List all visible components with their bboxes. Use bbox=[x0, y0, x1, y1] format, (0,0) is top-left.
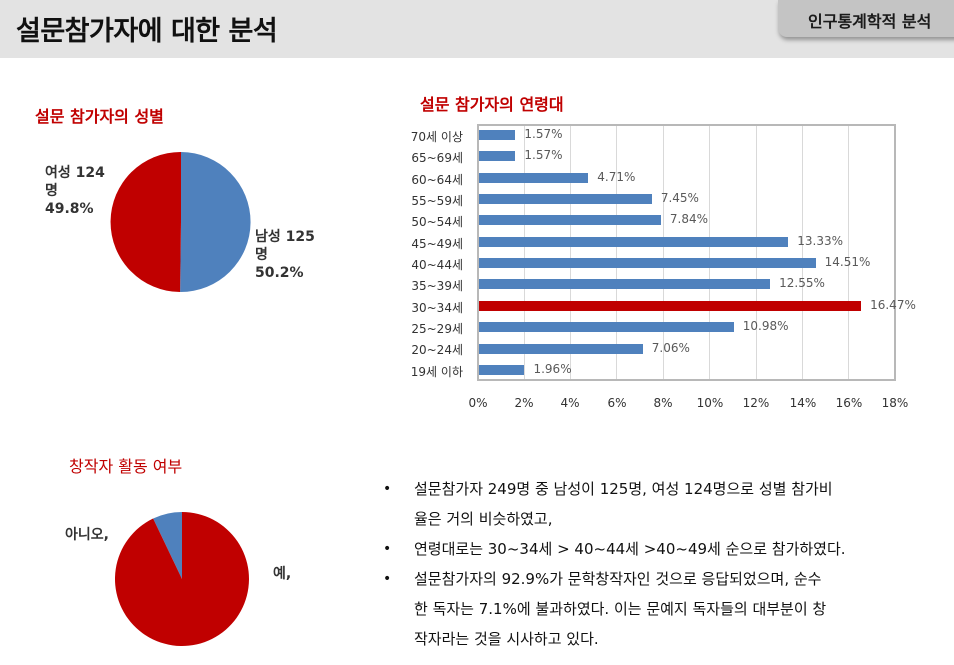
bar-40~44세 bbox=[479, 258, 816, 269]
bar-value-label: 1.57% bbox=[524, 127, 563, 141]
gridline bbox=[569, 126, 571, 379]
female-percent: 49.8% bbox=[45, 201, 94, 217]
bar-value-label: 1.96% bbox=[533, 361, 572, 376]
gridline bbox=[523, 126, 525, 379]
bullet-text: 작자라는 것을 시사하고 있다. bbox=[414, 630, 599, 648]
male-count: 남성 125 bbox=[255, 229, 315, 245]
bullet-text: 설문참가자 249명 중 남성이 125명, 여성 124명으로 성별 참가비 bbox=[414, 480, 833, 498]
bullet-text: 설문참가자의 92.9%가 문학창작자인 것으로 응답되었으며, 순수 bbox=[414, 570, 822, 588]
bullet-dot: • bbox=[383, 541, 392, 557]
bar-value-label: 12.55% bbox=[779, 276, 825, 291]
category-label: 45~49세 bbox=[411, 237, 463, 251]
category-label: 65~69세 bbox=[411, 151, 463, 165]
x-tick: 18% bbox=[881, 396, 909, 410]
pie-slice-female bbox=[110, 151, 181, 292]
section-tag-button[interactable]: 인구통계학적 분석 bbox=[778, 0, 954, 37]
bullet-item: • 연령대로는 30~34세 > 40~44세 >40~49세 순으로 참가하였… bbox=[383, 534, 943, 564]
bar-value-label: 7.06% bbox=[651, 340, 690, 355]
gridline bbox=[801, 126, 803, 379]
bar-value-label: 4.71% bbox=[597, 169, 636, 184]
bar-19세 이하 bbox=[479, 364, 525, 375]
bar-45~49세 bbox=[479, 236, 789, 247]
bar-value-label: 7.84% bbox=[669, 212, 708, 227]
bullet-item: • 설문참가자의 92.9%가 문학창작자인 것으로 응답되었으며, 순수 한 … bbox=[383, 564, 943, 654]
no-pie-label: 아니오, bbox=[65, 527, 109, 543]
x-tick: 14% bbox=[789, 396, 817, 410]
x-tick: 10% bbox=[696, 396, 724, 410]
bullet-text: 연령대로는 30~34세 > 40~44세 >40~49세 순으로 참가하였다. bbox=[414, 540, 846, 558]
creator-chart-title: 창작자 활동 여부 bbox=[69, 457, 183, 476]
category-label: 19세 이하 bbox=[410, 365, 463, 379]
male-unit: 명 bbox=[255, 247, 268, 263]
bullet-dot: • bbox=[383, 481, 392, 497]
age-category-axis: 70세 이상 65~69세 60~64세 55~59세 50~54세 45~49… bbox=[380, 124, 463, 381]
section-tag-label: 인구통계학적 분석 bbox=[808, 12, 932, 31]
x-tick: 12% bbox=[742, 396, 770, 410]
bar-value-label: 1.57% bbox=[524, 148, 563, 163]
pie-slice-male bbox=[180, 152, 251, 293]
bullet-dot: • bbox=[383, 571, 392, 587]
x-tick: 8% bbox=[653, 396, 673, 410]
age-bar-chart-plot bbox=[477, 124, 896, 381]
gender-pie-chart bbox=[110, 151, 251, 293]
age-chart-title: 설문 참가자의 연령대 bbox=[420, 95, 564, 114]
gridline bbox=[848, 126, 850, 379]
x-tick: 2% bbox=[514, 396, 534, 410]
pie-slice-yes bbox=[114, 512, 249, 646]
yes-pie-label: 예, bbox=[273, 566, 292, 582]
gridline bbox=[616, 126, 618, 379]
gridline bbox=[755, 126, 757, 379]
page-title: 설문참가자에 대한 분석 bbox=[16, 16, 278, 47]
bar-value-label: 7.45% bbox=[660, 191, 699, 206]
category-label: 35~39세 bbox=[411, 279, 463, 293]
bullet-text: 한 독자는 7.1%에 불과하였다. 이는 문예지 독자들의 대부분이 창 bbox=[414, 600, 827, 618]
category-label: 25~29세 bbox=[411, 322, 463, 336]
x-tick: 6% bbox=[607, 396, 627, 410]
gridline bbox=[662, 126, 664, 379]
category-label: 55~59세 bbox=[411, 194, 463, 208]
male-pie-label: 남성 125 명 50.2% bbox=[255, 228, 315, 282]
category-label: 30~34세 bbox=[411, 301, 463, 315]
bullet-item: • 설문참가자 249명 중 남성이 125명, 여성 124명으로 성별 참가… bbox=[383, 474, 943, 534]
bar-25~29세 bbox=[479, 322, 734, 333]
category-label: 70세 이상 bbox=[410, 130, 463, 144]
female-unit: 명 bbox=[45, 183, 58, 199]
bar-30~34세 bbox=[479, 300, 862, 311]
bar-65~69세 bbox=[479, 151, 516, 162]
bullet-text: 율은 거의 비슷하였고, bbox=[414, 510, 553, 528]
category-label: 60~64세 bbox=[411, 173, 463, 187]
bar-50~54세 bbox=[479, 215, 661, 226]
gridline bbox=[709, 126, 711, 379]
creator-pie-chart bbox=[114, 512, 249, 646]
bar-60~64세 bbox=[479, 172, 589, 183]
bar-70세 이상 bbox=[479, 130, 516, 140]
category-label: 40~44세 bbox=[411, 258, 463, 272]
bar-value-label: 14.51% bbox=[824, 255, 871, 270]
female-pie-label: 여성 124 명 49.8% bbox=[45, 164, 105, 218]
bar-value-label: 13.33% bbox=[797, 233, 844, 248]
summary-bullets: • 설문참가자 249명 중 남성이 125명, 여성 124명으로 성별 참가… bbox=[383, 474, 943, 654]
bar-35~39세 bbox=[479, 279, 771, 290]
bar-20~24세 bbox=[479, 343, 643, 354]
bar-55~59세 bbox=[479, 194, 652, 205]
bar-value-label: 16.47% bbox=[870, 297, 916, 312]
male-percent: 50.2% bbox=[255, 265, 304, 281]
gender-chart-title: 설문 참가자의 성별 bbox=[35, 107, 164, 126]
pie-slice-no bbox=[153, 512, 182, 579]
category-label: 20~24세 bbox=[411, 343, 463, 357]
category-label: 50~54세 bbox=[411, 215, 463, 229]
x-tick: 0% bbox=[468, 396, 488, 410]
x-tick: 16% bbox=[835, 396, 863, 410]
bar-value-label: 10.98% bbox=[742, 319, 789, 334]
x-tick: 4% bbox=[560, 396, 580, 410]
female-count: 여성 124 bbox=[45, 165, 105, 181]
